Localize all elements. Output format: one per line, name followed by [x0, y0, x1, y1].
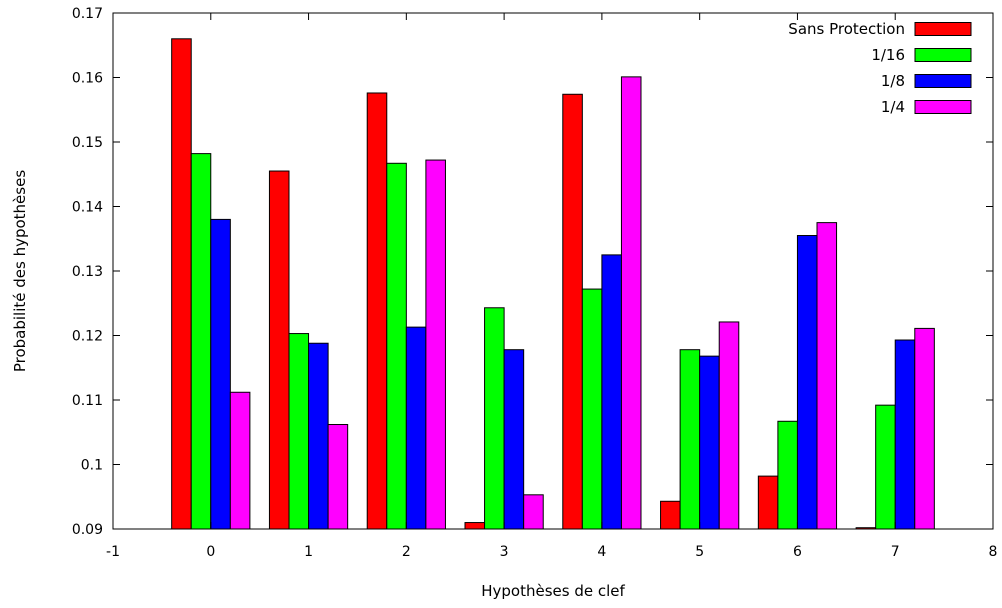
- bar-1-4-2: [425, 159, 446, 530]
- axis-ticks: [112, 12, 994, 530]
- bar-1-16-6: [777, 420, 798, 530]
- bar-1-16-3: [484, 307, 505, 530]
- bar-1-8-3: [503, 349, 525, 530]
- x-tick-label: 6: [793, 544, 802, 560]
- bar-1-4-7: [914, 327, 935, 530]
- bar-1-4-4: [620, 76, 642, 530]
- x-tick-label: 5: [695, 544, 704, 560]
- x-tick-label: 2: [402, 544, 411, 560]
- legend-label: 1/8: [881, 72, 905, 90]
- bar-sans-protection-6: [757, 475, 779, 530]
- bar-sans-protection-2: [366, 92, 388, 530]
- x-tick-label: 3: [500, 544, 509, 560]
- x-tick-label: 8: [989, 544, 998, 560]
- bar-sans-protection-4: [562, 93, 583, 530]
- y-tick-label: 0.13: [72, 264, 103, 280]
- bar-1-4-5: [718, 321, 740, 530]
- legend: Sans Protection 1/16 1/8 1/4: [788, 20, 972, 116]
- bar-1-8-4: [601, 254, 622, 530]
- y-tick-label: 0.11: [72, 393, 103, 409]
- axis-tick-labels: -1 0 1 2 3 4 5 6 7 8 0.09 0.1 0.11 0.12 0.13 0.14 0.15 0.…: [72, 6, 998, 560]
- bar-1-4-6: [816, 222, 838, 530]
- bar-1-4-1: [327, 424, 349, 530]
- bar-sans-protection-3: [464, 522, 486, 530]
- bar-1-4-3: [523, 494, 544, 530]
- y-tick-label: 0.17: [72, 6, 103, 22]
- legend-swatch: [914, 22, 972, 36]
- x-tick-label: -1: [106, 544, 120, 560]
- legend-swatch: [914, 74, 972, 88]
- legend-swatch: [914, 48, 972, 62]
- x-tick-label: 4: [597, 544, 606, 560]
- bar-1-8-0: [210, 218, 231, 530]
- bar-1-16-2: [386, 162, 407, 530]
- legend-label: 1/4: [881, 98, 905, 116]
- bar-1-8-7: [894, 339, 916, 530]
- y-tick-label: 0.16: [72, 71, 103, 87]
- y-tick-label: 0.09: [72, 522, 103, 538]
- y-tick-label: 0.14: [72, 200, 103, 216]
- bar-1-8-5: [699, 355, 720, 530]
- x-tick-label: 0: [206, 544, 215, 560]
- bar-1-16-1: [288, 333, 310, 530]
- legend-label: Sans Protection: [788, 20, 905, 38]
- bar-1-16-0: [190, 153, 212, 530]
- x-tick-label: 7: [891, 544, 900, 560]
- bar-1-8-2: [405, 326, 427, 530]
- bar-1-16-4: [581, 288, 603, 530]
- bar-1-4-0: [229, 391, 251, 530]
- y-tick-label: 0.1: [81, 458, 103, 474]
- bar-1-16-5: [679, 349, 701, 530]
- x-axis-label: Hypothèses de clef: [481, 582, 625, 600]
- y-tick-label: 0.12: [72, 329, 103, 345]
- y-tick-label: 0.15: [72, 135, 103, 151]
- bar-sans-protection-1: [268, 170, 290, 530]
- bar-1-16-7: [875, 404, 896, 530]
- bar-sans-protection-5: [660, 500, 681, 530]
- y-axis-label: Probabilité des hypothèses: [11, 170, 29, 372]
- bar-1-8-6: [796, 235, 818, 530]
- bars-group: [171, 38, 935, 530]
- legend-label: 1/16: [871, 46, 905, 64]
- bar-sans-protection-0: [171, 38, 192, 530]
- legend-swatch: [914, 100, 972, 114]
- bar-1-8-1: [308, 342, 329, 530]
- x-tick-label: 1: [304, 544, 313, 560]
